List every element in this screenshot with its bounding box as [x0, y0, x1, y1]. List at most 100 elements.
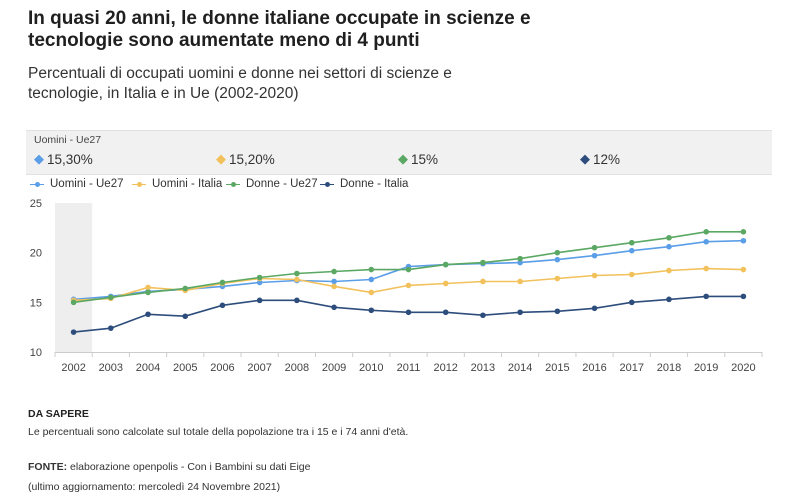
data-point[interactable]	[331, 283, 337, 290]
notes-heading: DA SAPERE	[28, 408, 89, 420]
source-label: FONTE:	[28, 461, 68, 473]
x-tick-label: 2009	[322, 362, 346, 374]
y-tick-label: 10	[30, 347, 42, 359]
data-point[interactable]	[219, 279, 226, 286]
x-tick-label: 2002	[61, 362, 85, 374]
data-point[interactable]	[480, 259, 486, 266]
data-point[interactable]	[368, 276, 375, 283]
legend-item-donne-it[interactable]: Donne - Italia	[320, 178, 408, 190]
data-point[interactable]	[628, 299, 635, 306]
data-point[interactable]	[517, 278, 523, 285]
data-point[interactable]	[368, 289, 375, 296]
chart-title: In quasi 20 anni, le donne italiane occu…	[28, 8, 531, 51]
data-point[interactable]	[182, 285, 189, 292]
diamond-icon: ◆	[398, 151, 408, 166]
data-point[interactable]	[219, 302, 226, 309]
data-point[interactable]	[480, 312, 486, 319]
data-point[interactable]	[70, 299, 77, 306]
data-point[interactable]	[331, 304, 337, 311]
data-point[interactable]	[628, 247, 635, 254]
data-point[interactable]	[591, 272, 598, 279]
data-point[interactable]	[703, 229, 709, 235]
data-point[interactable]	[405, 266, 412, 273]
data-point[interactable]	[740, 266, 747, 273]
data-point[interactable]	[591, 305, 598, 312]
data-point[interactable]	[294, 276, 300, 283]
x-tick-label: 2008	[285, 362, 309, 374]
legend-item-uomini-it[interactable]: Uomini - Italia	[132, 178, 222, 190]
data-point[interactable]	[666, 267, 672, 274]
data-point[interactable]	[740, 229, 747, 235]
data-point[interactable]	[703, 293, 709, 300]
data-point[interactable]	[368, 307, 375, 314]
data-point[interactable]	[703, 238, 709, 245]
legend-label: Donne - Italia	[340, 178, 409, 190]
data-point[interactable]	[405, 309, 412, 316]
data-point[interactable]	[331, 278, 337, 285]
data-point[interactable]	[554, 249, 561, 256]
data-point[interactable]	[740, 293, 747, 300]
tooltip-item-uomini-ue: ◆ 15,30%	[34, 151, 93, 167]
data-point[interactable]	[480, 278, 486, 285]
y-tick-label: 15	[30, 297, 42, 309]
line-marker-icon	[226, 180, 240, 188]
data-point[interactable]	[70, 329, 77, 335]
data-point[interactable]	[108, 325, 114, 331]
data-point[interactable]	[517, 259, 523, 266]
x-tick-label: 2019	[694, 362, 718, 374]
tooltip-item-donne-ue: ◆ 15%	[398, 151, 438, 167]
data-point[interactable]	[517, 255, 523, 262]
data-point[interactable]	[666, 234, 672, 241]
line-chart: 10 15 20 25 2002 2003 2004 2005 2006 2007 2008 2009…	[30, 198, 763, 374]
legend-item-donne-ue[interactable]: Donne - Ue27	[226, 178, 318, 190]
line-marker-icon	[30, 180, 44, 188]
data-point[interactable]	[294, 270, 300, 277]
tooltip-value: 12%	[593, 151, 621, 167]
x-tick-label: 2018	[657, 362, 681, 374]
highlight-band	[55, 203, 93, 352]
data-point[interactable]	[145, 284, 151, 291]
data-point[interactable]	[740, 237, 747, 244]
y-tick-label: 25	[30, 198, 42, 210]
data-point[interactable]	[628, 239, 635, 246]
data-point[interactable]	[591, 252, 598, 259]
x-tick-label: 2004	[136, 362, 160, 374]
data-point[interactable]	[517, 309, 523, 316]
data-point[interactable]	[294, 297, 300, 304]
x-tick-label: 2015	[545, 362, 569, 374]
data-point[interactable]	[256, 274, 263, 281]
data-point[interactable]	[628, 271, 635, 278]
line-marker-icon	[132, 180, 146, 188]
data-point[interactable]	[442, 261, 449, 268]
data-point[interactable]	[182, 313, 189, 320]
data-point[interactable]	[256, 297, 263, 304]
data-point[interactable]	[666, 243, 672, 250]
legend-label: Uomini - Italia	[152, 178, 223, 190]
chart-subtitle: Percentuali di occupati uomini e donne n…	[28, 65, 452, 102]
data-point[interactable]	[108, 294, 114, 301]
data-point[interactable]	[145, 311, 151, 318]
data-point[interactable]	[256, 279, 263, 286]
data-point[interactable]	[666, 296, 672, 303]
data-point[interactable]	[368, 266, 375, 273]
tooltip-value: 15%	[411, 151, 439, 167]
x-tick-label: 2011	[397, 362, 421, 374]
data-point[interactable]	[703, 265, 709, 272]
legend-item-uomini-ue[interactable]: Uomini - Ue27	[30, 178, 124, 190]
data-point[interactable]	[331, 268, 337, 275]
data-point[interactable]	[442, 280, 449, 287]
data-point[interactable]	[405, 282, 412, 289]
data-point[interactable]	[442, 309, 449, 316]
diamond-icon: ◆	[216, 151, 226, 166]
data-point[interactable]	[554, 308, 561, 315]
data-point[interactable]	[145, 289, 151, 296]
data-point[interactable]	[591, 244, 598, 251]
x-tick-label: 2016	[582, 362, 606, 374]
diamond-icon: ◆	[34, 151, 44, 166]
x-tick-label: 2007	[247, 362, 271, 374]
data-point[interactable]	[554, 275, 561, 282]
x-tick-label: 2017	[620, 362, 644, 374]
data-point[interactable]	[554, 256, 561, 263]
x-tick-label: 2010	[359, 362, 383, 374]
tooltip-panel: Uomini - Ue27 ◆ 15,30% ◆ 15,20% ◆ 15% ◆ …	[26, 130, 772, 175]
